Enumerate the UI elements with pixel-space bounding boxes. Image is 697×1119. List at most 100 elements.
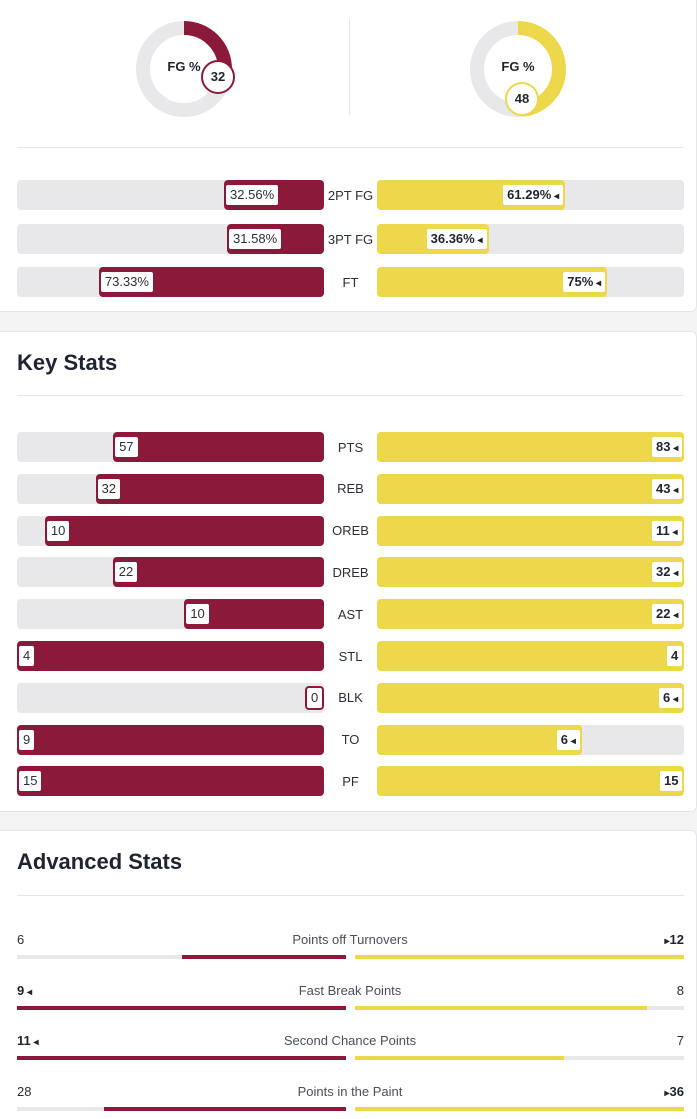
stat-label: PF <box>342 773 359 789</box>
home-bar-track <box>377 599 684 630</box>
stat-label: Points off Turnovers <box>292 932 408 947</box>
stat-label: AST <box>337 606 364 622</box>
home-value: 36.36% <box>424 227 489 251</box>
home-bar-fill <box>377 641 684 671</box>
away-fg-donut: FG % 32 <box>134 19 235 119</box>
home-bar-fill <box>355 1005 648 1010</box>
key-stats-title: Key Stats <box>17 350 118 375</box>
away-bar-track <box>17 724 324 755</box>
away-bar-track <box>17 267 324 297</box>
advanced-row-points-in-the-paint: 28 Points in the Paint 36 <box>0 1084 697 1118</box>
home-value: 32 <box>650 560 685 585</box>
key_stats-row-stl: 4 STL 4 <box>0 641 697 671</box>
away-value: 4 <box>17 644 37 668</box>
home-bar-track <box>377 432 684 462</box>
home-bar-track <box>377 682 684 713</box>
away-bar-track <box>17 641 324 671</box>
key-stats-card: Key Stats 57 PTS 83 32 REB 43 10 OREB 11 22 DREB 32… <box>0 331 697 812</box>
home-value: 7 <box>676 1033 684 1048</box>
away-bar-track <box>17 599 324 630</box>
advanced-stats-title: Advanced Stats <box>17 849 183 874</box>
away-bar-fill <box>17 724 324 755</box>
home-bar-track <box>377 641 684 671</box>
stat-label: 2PT FG <box>327 187 374 203</box>
away-value: 0 <box>305 685 325 710</box>
away-value: 31.58% <box>227 227 284 251</box>
key_stats-row-blk: 0 BLK 6 <box>0 682 697 713</box>
away-bar-track <box>17 766 324 797</box>
away-bar-track <box>17 557 324 588</box>
away-bar-fill <box>103 1106 346 1111</box>
key_stats-row-oreb: 10 OREB 11 <box>0 515 697 546</box>
home-fg-donut: FG % 48 <box>468 19 568 119</box>
away-value: 22 <box>112 560 140 585</box>
home-bar-fill <box>355 1106 684 1111</box>
away-fg-label: FG % <box>167 59 201 74</box>
away-value: 32.56% <box>224 183 281 207</box>
home-value: 36 <box>665 1084 684 1099</box>
home-bar-track <box>355 1106 684 1111</box>
home-value: 6 <box>657 685 685 710</box>
home-bar-fill <box>377 766 684 797</box>
away-bar-fill <box>17 1056 346 1060</box>
home-bar-fill <box>377 599 684 630</box>
home-value: 4 <box>665 644 685 668</box>
home-value: 8 <box>676 982 684 998</box>
stat-label: DREB <box>332 564 369 580</box>
advanced-row-points-off-turnovers: 6 Points off Turnovers 12 <box>0 932 697 966</box>
home-bar-track <box>355 1056 684 1060</box>
away-bar-fill <box>17 641 324 671</box>
home-bar-track <box>377 224 684 254</box>
away-bar-track <box>17 473 324 504</box>
home-bar-track <box>377 267 684 297</box>
away-bar-fill <box>95 473 324 504</box>
home-bar-track <box>355 955 684 959</box>
key_stats-row-dreb: 22 DREB 32 <box>0 557 697 588</box>
home-bar-track <box>377 515 684 546</box>
stat-label: Second Chance Points <box>283 1033 417 1048</box>
away-fg-value-badge: 32 <box>201 60 235 94</box>
home-bar-track <box>355 1005 684 1010</box>
away-bar-track <box>17 682 324 713</box>
away-value: 10 <box>44 518 72 543</box>
stat-label: 3PT FG <box>327 231 374 247</box>
key_stats-row-ast: 10 AST 22 <box>0 599 697 630</box>
away-value: 6 <box>17 932 25 947</box>
away-value: 9 <box>17 983 32 998</box>
away-value: 73.33% <box>98 270 155 294</box>
home-bar-track <box>377 724 684 755</box>
home-bar-fill <box>377 432 684 462</box>
stat-label: BLK <box>338 690 363 706</box>
home-bar-track <box>377 557 684 588</box>
home-bar-track <box>377 473 684 504</box>
away-value: 28 <box>17 1083 32 1099</box>
shooting-row-ft: 73.33% FT 75% <box>0 267 697 297</box>
shooting-row-2pt-fg: 32.56% 2PT FG 61.29% <box>0 180 697 210</box>
home-value: 22 <box>650 602 685 627</box>
away-bar-fill <box>181 955 346 959</box>
home-bar-fill <box>377 724 582 755</box>
home-value: 15 <box>658 769 685 794</box>
stat-label: REB <box>337 481 364 497</box>
home-value: 11 <box>650 518 684 543</box>
home-value: 12 <box>665 932 684 947</box>
key_stats-row-reb: 32 REB 43 <box>0 473 697 504</box>
home-bar-fill <box>355 1056 565 1060</box>
stat-label: STL <box>338 648 363 664</box>
home-bar-fill <box>377 557 684 588</box>
home-bar-fill <box>355 955 684 959</box>
away-bar-fill <box>112 557 324 588</box>
away-value: 9 <box>17 727 37 752</box>
away-value: 15 <box>17 769 44 794</box>
shooting-row-3pt-fg: 31.58% 3PT FG 36.36% <box>0 224 697 254</box>
stat-label: OREB <box>332 523 369 539</box>
key-stats-divider <box>17 395 684 396</box>
home-value: 83 <box>650 435 685 459</box>
away-bar-fill <box>17 766 324 797</box>
away-bar-fill <box>44 515 324 546</box>
key_stats-row-pf: 15 PF 15 <box>0 766 697 797</box>
shooting-divider <box>17 147 684 148</box>
away-value: 32 <box>95 476 123 501</box>
away-bar-fill <box>17 1005 346 1010</box>
stat-label: TO <box>341 732 360 748</box>
